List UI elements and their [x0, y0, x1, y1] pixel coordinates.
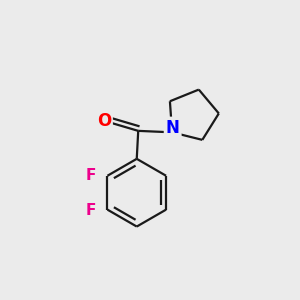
Text: O: O — [97, 112, 111, 130]
Text: F: F — [85, 168, 95, 183]
Text: F: F — [85, 203, 95, 218]
Text: N: N — [166, 118, 180, 136]
